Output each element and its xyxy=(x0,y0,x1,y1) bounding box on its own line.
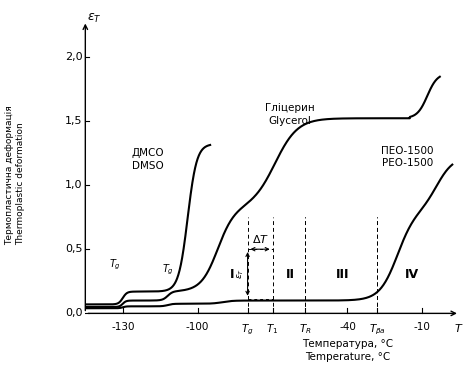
Text: -130: -130 xyxy=(111,323,135,332)
Text: -10: -10 xyxy=(414,323,431,332)
Text: II: II xyxy=(285,268,294,281)
Text: -100: -100 xyxy=(186,323,210,332)
Text: ДМСО
DMSO: ДМСО DMSO xyxy=(131,148,164,170)
Text: IV: IV xyxy=(405,268,419,281)
Text: 1,0: 1,0 xyxy=(65,180,83,190)
Text: 2,0: 2,0 xyxy=(65,51,83,62)
Text: $T_g$: $T_g$ xyxy=(241,323,254,337)
Text: ПЕО-1500
PEO-1500: ПЕО-1500 PEO-1500 xyxy=(381,145,434,168)
Text: 0,5: 0,5 xyxy=(65,244,83,254)
Text: Температура, °C
Temperature, °C: Температура, °C Temperature, °C xyxy=(302,339,393,362)
Text: 0,0: 0,0 xyxy=(65,308,83,318)
Text: $T$: $T$ xyxy=(454,323,463,334)
Text: Гліцерин
Glycerol: Гліцерин Glycerol xyxy=(265,103,315,126)
Text: $T_R$: $T_R$ xyxy=(299,323,311,336)
Text: -40: -40 xyxy=(339,323,356,332)
Text: $T_{\beta a}$: $T_{\beta a}$ xyxy=(369,323,386,337)
Text: $T_g$: $T_g$ xyxy=(109,258,121,272)
Text: I: I xyxy=(230,268,235,281)
Text: Термопластична деформація
Thermoplastic deformation: Термопластична деформація Thermoplastic … xyxy=(5,106,26,245)
Text: 1,5: 1,5 xyxy=(65,116,83,126)
Text: $\varepsilon_T$: $\varepsilon_T$ xyxy=(236,268,246,279)
Text: $T_g$: $T_g$ xyxy=(162,263,173,277)
Text: $T_1$: $T_1$ xyxy=(266,323,279,336)
Text: III: III xyxy=(336,268,349,281)
Text: $\varepsilon_T$: $\varepsilon_T$ xyxy=(87,11,101,25)
Text: $\Delta T$: $\Delta T$ xyxy=(252,233,269,245)
